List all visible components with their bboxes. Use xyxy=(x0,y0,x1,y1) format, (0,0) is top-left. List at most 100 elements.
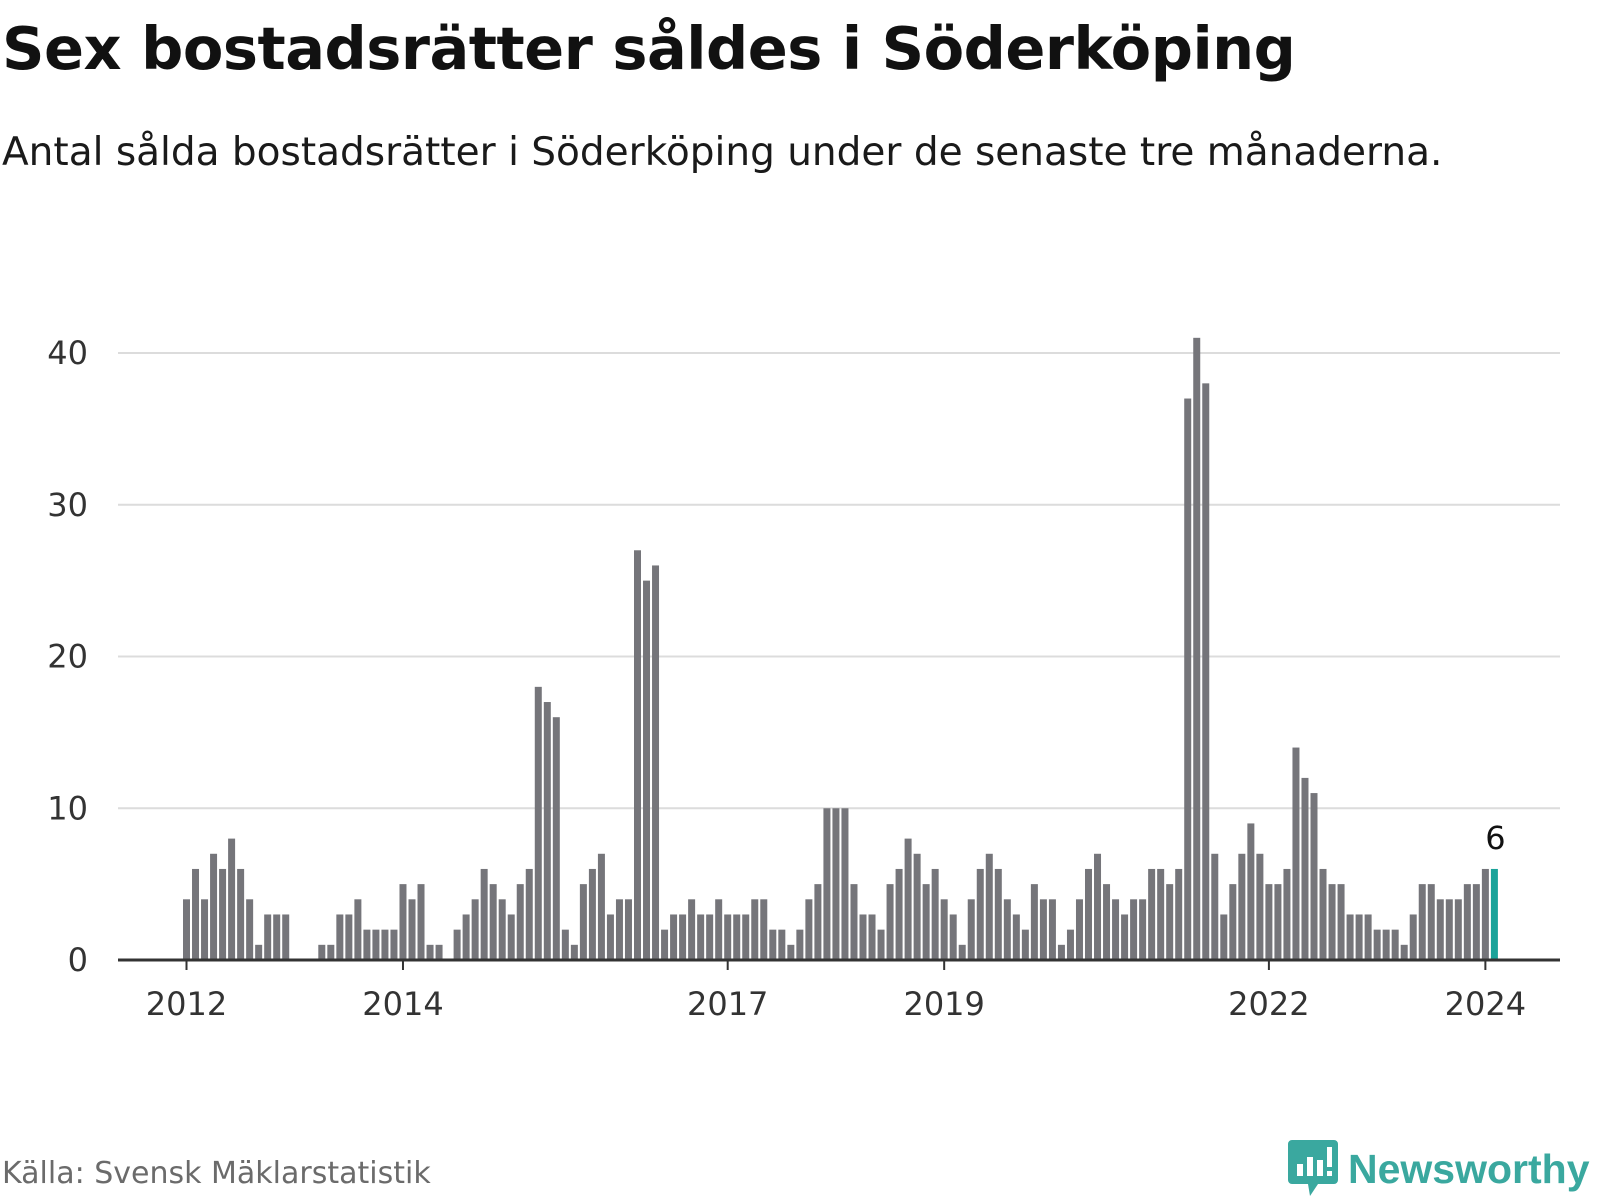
x-tick-label: 2019 xyxy=(903,985,984,1023)
bar xyxy=(624,899,632,960)
bar xyxy=(543,702,551,960)
bar xyxy=(579,884,587,960)
bar xyxy=(1075,899,1083,960)
newsworthy-logo-icon xyxy=(1288,1140,1338,1196)
bars xyxy=(183,337,1498,961)
bar xyxy=(453,929,461,960)
newsworthy-logo: Newsworthy xyxy=(1288,1140,1590,1198)
bar xyxy=(1256,853,1264,960)
y-tick-label: 20 xyxy=(47,638,88,676)
bar xyxy=(1382,929,1390,960)
bar xyxy=(219,868,227,960)
bar xyxy=(1418,884,1426,960)
bar xyxy=(1175,868,1183,960)
bar xyxy=(1085,868,1092,960)
bar xyxy=(507,914,515,960)
bar xyxy=(264,914,272,960)
data-labels: 6 xyxy=(1485,819,1505,857)
bar xyxy=(327,944,335,960)
bar xyxy=(1427,884,1435,960)
bar xyxy=(1274,884,1282,960)
bar xyxy=(778,929,786,960)
bar xyxy=(1103,884,1111,960)
bar xyxy=(615,899,623,960)
bar xyxy=(1400,944,1408,960)
grid-lines xyxy=(118,352,1560,810)
bar xyxy=(787,944,795,960)
bar xyxy=(994,868,1002,960)
bar xyxy=(1130,899,1138,960)
bar xyxy=(1373,929,1381,960)
bar xyxy=(1112,899,1120,960)
bar xyxy=(985,853,993,960)
bar xyxy=(336,914,344,960)
bar xyxy=(1310,793,1318,960)
bar xyxy=(877,929,885,960)
bar xyxy=(1409,914,1417,960)
bar xyxy=(895,868,903,960)
bar xyxy=(237,868,245,960)
bar xyxy=(1436,899,1444,960)
bar xyxy=(1021,929,1029,960)
bar xyxy=(859,914,867,960)
bar xyxy=(904,838,912,960)
bar xyxy=(1355,914,1363,960)
bar xyxy=(769,929,777,960)
bar xyxy=(1328,884,1336,960)
y-tick-label: 40 xyxy=(47,334,88,372)
bar xyxy=(922,884,930,960)
bar xyxy=(1030,884,1038,960)
bar xyxy=(399,884,407,960)
bar xyxy=(210,853,218,960)
bar xyxy=(1121,914,1129,960)
bar xyxy=(273,914,281,960)
bar xyxy=(1391,929,1399,960)
y-tick-label: 0 xyxy=(68,941,88,979)
bar xyxy=(949,914,957,960)
bar xyxy=(661,929,669,960)
bar xyxy=(868,914,876,960)
bar-highlight xyxy=(1490,868,1498,960)
bar xyxy=(715,899,723,960)
bar xyxy=(814,884,822,960)
bar xyxy=(733,914,741,960)
bar xyxy=(1184,398,1192,960)
bar xyxy=(1048,899,1056,960)
bar xyxy=(201,899,209,960)
bar xyxy=(832,808,840,960)
bar xyxy=(1148,868,1156,960)
bar xyxy=(606,914,614,960)
bar xyxy=(1003,899,1011,960)
source-note: Källa: Svensk Mäklarstatistik xyxy=(2,1156,431,1191)
bar xyxy=(634,550,641,960)
bar xyxy=(913,853,921,960)
bar xyxy=(480,868,488,960)
x-tick-label: 2022 xyxy=(1228,985,1309,1023)
bar xyxy=(1265,884,1273,960)
bar xyxy=(552,717,560,960)
bar xyxy=(670,914,678,960)
bar xyxy=(1157,868,1165,960)
bar xyxy=(1193,337,1201,960)
bar xyxy=(1364,914,1372,960)
bar xyxy=(841,808,849,960)
bar xyxy=(1066,929,1074,960)
bar xyxy=(706,914,714,960)
bar xyxy=(1057,944,1065,960)
bar xyxy=(363,929,371,960)
bar xyxy=(931,868,939,960)
highlight-value-label: 6 xyxy=(1485,819,1505,857)
bar xyxy=(498,899,506,960)
bar xyxy=(1202,383,1210,961)
chart-title: Sex bostadsrätter såldes i Söderköping xyxy=(2,14,1296,83)
bar xyxy=(516,884,524,960)
y-axis-ticks: 0 10 20 30 40 xyxy=(47,334,88,979)
bar xyxy=(1463,884,1471,960)
bar xyxy=(742,914,750,960)
bar xyxy=(1454,899,1462,960)
bar xyxy=(372,929,380,960)
bar xyxy=(724,914,732,960)
bar xyxy=(255,944,263,960)
bar xyxy=(192,868,200,960)
